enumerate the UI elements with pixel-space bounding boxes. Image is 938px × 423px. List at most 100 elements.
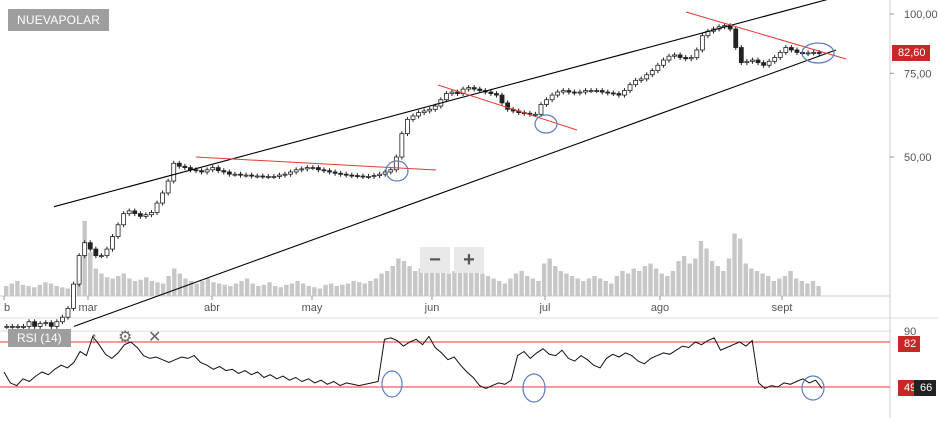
volume-bar	[149, 281, 155, 296]
volume-bar	[401, 261, 407, 296]
candle-body	[199, 170, 204, 173]
trend-line	[437, 84, 578, 131]
volume-bar	[698, 241, 704, 296]
candle-body	[805, 52, 811, 55]
candle-body	[293, 169, 299, 173]
volume-bar	[424, 258, 429, 296]
volume-bar	[637, 271, 642, 296]
volume-bar	[642, 266, 648, 296]
candle-body	[249, 174, 255, 177]
volume-bar	[816, 286, 821, 296]
volume-bar	[110, 278, 115, 296]
volume-bar	[418, 268, 424, 296]
volume-bar	[777, 278, 782, 296]
month-label: abr	[204, 302, 220, 314]
volume-bar	[793, 278, 799, 296]
candle-body	[794, 49, 800, 53]
candle-body	[71, 283, 76, 309]
candle-body	[360, 175, 366, 178]
price-tick-label: 75,00	[904, 68, 932, 80]
symbol-label: NUEVAPOLAR	[8, 9, 110, 31]
volume-bar	[704, 248, 709, 296]
volume-bar	[26, 286, 31, 296]
volume-bar	[765, 276, 771, 296]
volume-bar	[379, 273, 384, 296]
candle-body	[788, 47, 794, 51]
candle-body	[226, 171, 232, 175]
candle-body	[65, 308, 71, 318]
candle-body	[505, 102, 510, 110]
volume-bar	[681, 256, 687, 296]
volume-bar	[670, 271, 676, 296]
candle-body	[32, 321, 38, 327]
gear-icon[interactable]: ⚙	[118, 329, 133, 346]
candle-body	[282, 173, 288, 176]
candle-body	[694, 49, 700, 58]
volume-bar	[581, 281, 586, 296]
candle-body	[332, 171, 338, 174]
candle-body	[343, 173, 349, 176]
candle-body	[655, 64, 661, 72]
channel-upper-line	[53, 0, 828, 208]
candle-body	[37, 323, 43, 327]
month-label: may	[302, 302, 323, 314]
rsi-label: RSI (14)	[8, 329, 71, 347]
candle-body	[288, 171, 293, 175]
close-icon[interactable]: ✕	[148, 329, 162, 346]
candle-body	[110, 236, 115, 250]
volume-bar	[54, 286, 59, 296]
candle-body	[338, 172, 344, 175]
candle-body	[243, 174, 249, 177]
volume-bar	[597, 278, 603, 296]
candle-body	[416, 112, 421, 117]
zoom-in-button[interactable]: +	[454, 247, 484, 273]
volume-bar	[216, 283, 222, 296]
candle-body	[204, 169, 210, 173]
volume-bar	[20, 284, 26, 296]
candle-body	[683, 57, 689, 60]
month-label: jun	[424, 302, 440, 314]
volume-bar	[228, 286, 233, 296]
volume-bar	[558, 271, 564, 296]
candle-body	[21, 325, 26, 328]
candle-body	[304, 167, 310, 170]
candle-body	[160, 192, 165, 204]
volume-bar	[93, 268, 99, 296]
volume-bar	[553, 266, 558, 296]
candle-body	[371, 175, 377, 177]
candle-body	[76, 255, 82, 285]
volume-bar	[569, 276, 575, 296]
volume-bar	[222, 284, 227, 296]
candle-body	[733, 28, 739, 48]
rsi-line	[3, 335, 823, 389]
volume-bar	[15, 281, 20, 296]
candle-body	[566, 90, 572, 93]
rsi-highlight-ellipse	[801, 375, 825, 401]
volume-bar	[138, 279, 143, 296]
up-arrow-icon[interactable]: ↑	[90, 330, 98, 347]
volume-bar	[76, 281, 82, 296]
candle-body	[661, 59, 666, 66]
volume-bar	[788, 271, 793, 296]
candle-body	[221, 170, 227, 173]
volume-bar	[334, 286, 339, 296]
candle-body	[316, 167, 321, 171]
volume-bar	[177, 273, 183, 296]
volume-bar	[592, 276, 597, 296]
volume-bar	[32, 287, 37, 296]
candle-body	[449, 91, 455, 94]
candle-body	[126, 210, 132, 215]
volume-bar	[648, 263, 653, 296]
candle-body	[772, 57, 778, 62]
volume-bar	[328, 283, 334, 296]
candle-body	[622, 90, 627, 96]
volume-bar	[312, 287, 317, 296]
candle-body	[321, 169, 327, 172]
volume-bar	[609, 283, 614, 296]
zoom-out-button[interactable]: −	[420, 247, 450, 273]
candle-body	[310, 167, 316, 169]
candle-body	[232, 173, 238, 176]
candle-body	[271, 176, 277, 178]
